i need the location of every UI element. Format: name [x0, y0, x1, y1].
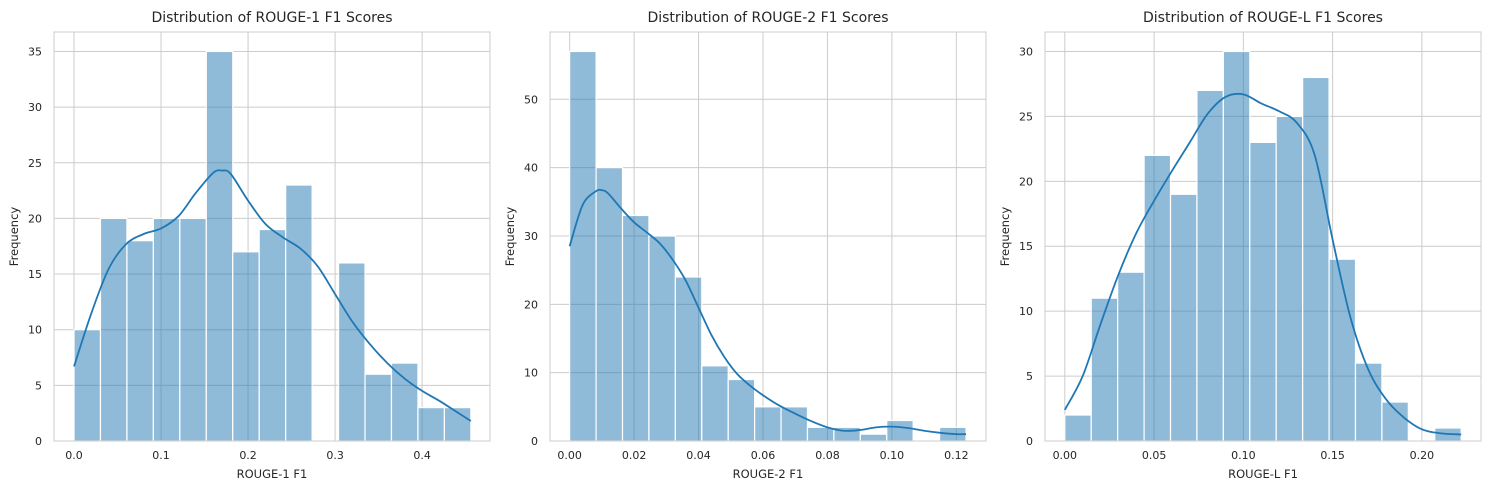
y-tick-label: 15 [28, 268, 42, 281]
x-tick-label: 0.04 [686, 449, 711, 462]
histogram-bar [1065, 415, 1091, 441]
histogram-bar [623, 215, 649, 441]
y-tick-label: 10 [1019, 305, 1033, 318]
histogram-bar [1250, 142, 1276, 441]
y-tick-label: 10 [28, 324, 42, 337]
x-tick-label: 0.1 [152, 449, 170, 462]
histogram-bar [1223, 51, 1249, 441]
histogram-bar [180, 218, 206, 441]
y-tick-label: 35 [28, 45, 42, 58]
x-tick-label: 0.08 [815, 449, 840, 462]
y-tick-label: 40 [524, 162, 538, 175]
y-tick-label: 10 [524, 367, 538, 380]
y-tick-label: 0 [35, 435, 42, 448]
y-axis-label: Frequency [7, 207, 21, 267]
histogram-bar [1091, 298, 1117, 441]
histogram-bar [418, 408, 444, 441]
x-tick-label: 0.00 [557, 449, 582, 462]
histogram-bar [781, 407, 807, 441]
histogram-bar [649, 236, 675, 441]
histogram-bar [1355, 363, 1381, 441]
y-tick-label: 25 [1019, 110, 1033, 123]
x-tick-label: 0.15 [1320, 449, 1345, 462]
chart-title: Distribution of ROUGE-L F1 Scores [1143, 10, 1383, 26]
x-tick-label: 0.05 [1142, 449, 1167, 462]
x-axis-label: ROUGE-1 F1 [237, 467, 308, 481]
x-tick-label: 0.0 [65, 449, 83, 462]
histogram-bar [596, 168, 622, 441]
histogram-bar [233, 252, 259, 441]
histogram-bar [1382, 402, 1408, 441]
histogram-bar [100, 218, 126, 441]
histogram-bar [1118, 272, 1144, 441]
x-axis-label: ROUGE-2 F1 [733, 467, 804, 481]
y-axis-label: Frequency [503, 207, 517, 267]
histogram-bar [259, 230, 285, 441]
histogram-bar [570, 51, 596, 441]
histogram-bar [860, 434, 886, 441]
histogram-bar [127, 241, 153, 441]
plot-area: 0.00 0.02 0.04 0.06 0.08 0.10 0.12 0 10 20 30 40 50 [524, 32, 986, 462]
histogram-bar [1276, 116, 1302, 441]
x-tick-label: 0.2 [239, 449, 257, 462]
histogram-bar [755, 407, 781, 441]
histogram-bar [153, 218, 179, 441]
x-axis-label: ROUGE-L F1 [1228, 467, 1298, 481]
y-tick-label: 30 [1019, 45, 1033, 58]
subplot-rouge-2: 0.00 0.02 0.04 0.06 0.08 0.10 0.1201020304050 … [503, 10, 986, 481]
y-tick-label: 15 [1019, 240, 1033, 253]
histogram-bar [1197, 90, 1223, 441]
x-tick-label: 0.00 [1053, 449, 1078, 462]
y-tick-label: 0 [1026, 435, 1033, 448]
chart-title: Distribution of ROUGE-1 F1 Scores [151, 10, 392, 26]
x-tick-label: 0.10 [880, 449, 905, 462]
histogram-bar [675, 277, 701, 441]
x-tick-label: 0.02 [622, 449, 647, 462]
histogram-bar [391, 363, 417, 441]
histogram-bar [1303, 77, 1329, 441]
histogram-bar [1171, 194, 1197, 441]
y-tick-label: 5 [1026, 370, 1033, 383]
histogram-bar [286, 185, 312, 441]
histogram-bar [365, 374, 391, 441]
x-tick-label: 0.06 [751, 449, 776, 462]
y-tick-label: 20 [524, 298, 538, 311]
x-tick-label: 0.12 [944, 449, 969, 462]
x-tick-label: 0.10 [1231, 449, 1256, 462]
x-tick-label: 0.4 [413, 449, 431, 462]
y-tick-label: 0 [531, 435, 538, 448]
y-tick-label: 30 [524, 230, 538, 243]
histogram-bar [206, 51, 232, 441]
y-tick-label: 30 [28, 101, 42, 114]
x-tick-label: 0.3 [326, 449, 344, 462]
chart-title: Distribution of ROUGE-2 F1 Scores [647, 10, 888, 26]
y-tick-label: 5 [35, 379, 42, 392]
histogram-bar [887, 420, 913, 441]
plot-area: 0.0 0.1 0.2 0.3 0.4 0 5 10 15 20 25 30 35 [28, 32, 490, 462]
histogram-bar [728, 379, 754, 441]
plot-area: 0.00 0.05 0.10 0.15 0.20 0 5 10 15 20 25 30 [1019, 32, 1481, 462]
y-axis-label: Frequency [998, 207, 1012, 267]
subplot-rouge-l: 0.00 0.05 0.10 0.15 0.20 0 5 10 15 20 25 30 Distrib… [998, 10, 1481, 481]
histogram-bar [1144, 155, 1170, 441]
y-tick-label: 20 [1019, 175, 1033, 188]
x-tick-label: 0.20 [1410, 449, 1435, 462]
histogram-bar [807, 427, 833, 441]
y-tick-label: 25 [28, 157, 42, 170]
y-tick-label: 20 [28, 212, 42, 225]
y-tick-label: 50 [524, 93, 538, 106]
histogram-bar [74, 330, 100, 441]
subplot-rouge-1: 0.0 0.1 0.2 0.3 0.4 0 5 10 15 20 25 30 35 Distributi… [7, 10, 490, 481]
histogram-bar [702, 366, 728, 441]
histogram-bar [339, 263, 365, 441]
